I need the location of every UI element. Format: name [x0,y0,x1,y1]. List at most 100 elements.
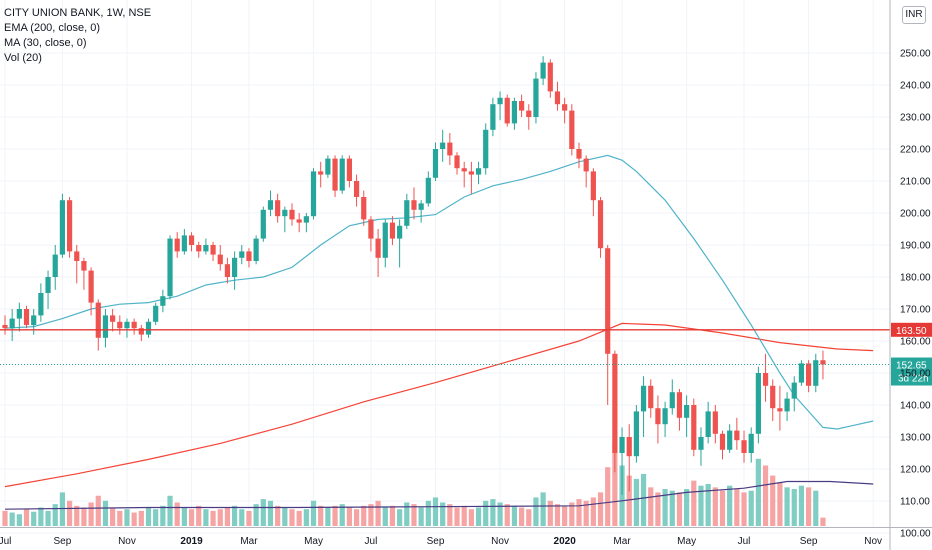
volume-bar [820,517,826,526]
candle-body [275,200,281,217]
candle-body [239,251,245,258]
volume-bar [475,507,482,526]
candle-body [339,158,345,191]
volume-bar [712,487,718,526]
volume-bar [540,492,546,526]
candle-body [755,373,761,434]
volume-bar [640,473,647,526]
volume-bar [145,507,152,526]
candle-body [691,405,697,450]
volume-bar [267,500,274,526]
candlesticks [2,56,826,495]
candle-body [382,222,388,258]
y-axis-tick: 160.00 [900,337,931,348]
x-axis-tick: Nov [864,536,882,547]
candle-body [23,309,30,325]
volume-bar [253,504,259,526]
y-axis-tick: 150.00 [900,369,931,380]
candle-body [153,305,159,322]
candle-body [705,411,711,437]
candle-body [540,62,546,79]
symbol-title[interactable]: CITY UNION BANK, 1W, NSE [4,7,152,19]
volume-bar [597,492,604,526]
candle-body [676,392,683,418]
volume-bar [554,504,561,526]
volume-bar [698,485,704,526]
volume-bar [447,504,453,526]
candle-body [640,385,647,412]
volume-bar [605,467,611,526]
currency-button[interactable]: INR [902,6,926,24]
volume-bar [95,495,101,526]
volume-bar [339,504,345,526]
volume-bar [619,465,625,526]
candle-body [296,219,302,223]
candle-body [267,200,274,210]
candle-body [719,433,726,450]
volume-bar [440,502,446,526]
candle-body [397,225,403,239]
candle-body [511,101,518,124]
y-axis-tick: 170.00 [900,305,931,316]
candle-body [597,200,604,249]
level-price-tag [891,322,932,337]
volume-bar [239,509,245,526]
candle-body [2,325,8,329]
candle-body [519,101,525,111]
ema-legend[interactable]: EMA (200, close, 0) [4,22,100,34]
candle-body [210,245,216,255]
volume-bar [397,509,403,526]
candle-body [447,142,453,156]
y-axis-tick: 220.00 [900,145,931,156]
volume-bar [418,507,424,526]
candle-body [131,321,137,329]
candle-body [52,254,58,277]
candle-body [669,392,675,409]
candle-body [232,257,238,277]
volume-bar [404,502,410,526]
candle-body [813,360,819,386]
volume-bar [217,509,223,526]
candle-body [490,104,496,130]
volume-bar [31,511,37,526]
candle-body [662,408,668,425]
candle-body [648,385,654,409]
candle-body [332,158,338,191]
x-axis-tick: Jul [738,536,751,547]
candle-body [110,315,116,322]
candle-body [289,209,295,220]
candle-body [554,91,561,105]
volume-bar [59,492,65,526]
volume-bar [260,499,266,526]
candle-body [734,430,740,441]
chart-legend: CITY UNION BANK, 1W, NSE EMA (200, close… [4,6,151,66]
volume-bar [296,510,302,526]
candle-body [475,168,482,175]
candle-body [16,309,22,319]
candle-body [547,62,553,92]
candle-body [303,216,309,223]
candle-body [712,411,718,434]
y-axis-tick: 190.00 [900,241,931,252]
x-axis-tick: May [677,536,696,547]
candle-body [346,158,352,181]
candle-body [31,315,37,325]
ma-legend[interactable]: MA (30, close, 0) [4,37,87,49]
vol-legend[interactable]: Vol (20) [4,52,42,64]
volume-bar [454,507,460,526]
y-axis-tick: 120.00 [900,465,931,476]
volume-bar [88,502,94,526]
volume-bar [102,500,109,526]
volume-bar [626,475,632,526]
candle-body [224,264,231,277]
volume-bars [2,442,826,526]
candle-body [655,408,661,425]
y-axis-tick: 130.00 [900,433,931,444]
chart-grid [0,0,890,534]
candle-body [203,245,209,252]
volume-bar [547,500,553,526]
x-axis-tick: Nov [491,536,509,547]
volume-bar [526,509,532,526]
